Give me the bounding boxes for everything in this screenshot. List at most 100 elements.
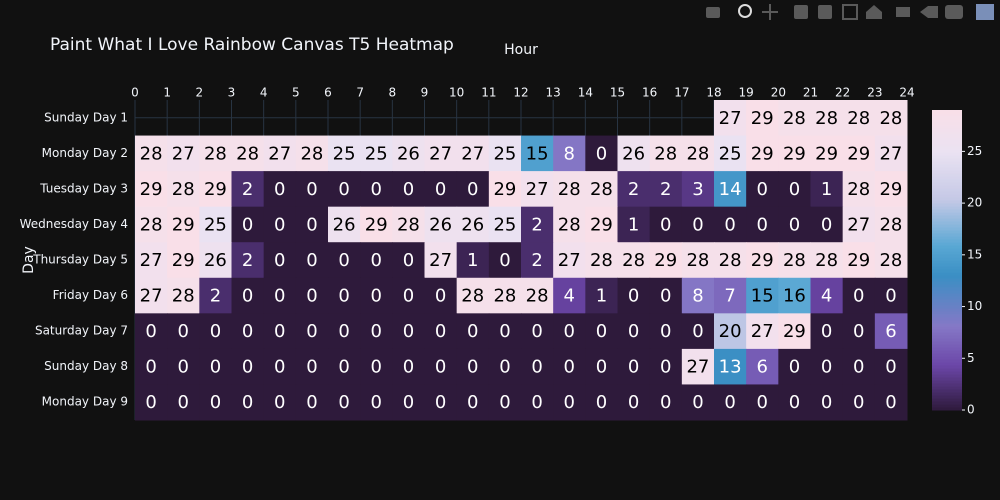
heatmap-cell — [167, 206, 200, 243]
cell-label: 0 — [371, 357, 382, 378]
hover-closest-icon[interactable] — [920, 6, 938, 18]
heatmap-cell — [778, 135, 811, 172]
heatmap-cell — [263, 313, 297, 350]
heatmap-cell — [199, 135, 232, 172]
heatmap-cell — [488, 348, 522, 385]
cell-label: 29 — [172, 214, 195, 235]
colorbar-segment — [932, 170, 962, 174]
modebar[interactable] — [706, 4, 994, 20]
heatmap-cell — [392, 313, 425, 350]
x-tick-label: 11 — [481, 86, 496, 100]
camera-icon[interactable] — [706, 7, 720, 18]
cell-label: 0 — [531, 321, 542, 342]
colorbar-segment — [932, 251, 962, 255]
heatmap-cell — [199, 384, 232, 421]
pan-icon[interactable] — [762, 4, 778, 20]
cell-label: 1 — [467, 250, 478, 271]
cell-label: 26 — [333, 214, 356, 235]
cell-label: 28 — [140, 143, 163, 164]
heatmap-cell — [199, 171, 232, 208]
cell-label: 0 — [274, 392, 285, 413]
cell-label: 25 — [365, 143, 388, 164]
heatmap-cell — [681, 384, 715, 421]
heatmap-cell — [874, 135, 908, 172]
heatmap-cell — [714, 242, 747, 279]
cell-label: 0 — [371, 392, 382, 413]
heatmap-cell — [553, 313, 586, 350]
colorbar-segment — [932, 284, 962, 288]
heatmap-cell — [231, 384, 265, 421]
x-tick-label: 15 — [610, 86, 625, 100]
cell-label: 1 — [628, 214, 639, 235]
heatmap-cell — [746, 384, 779, 421]
cell-label: 13 — [719, 357, 742, 378]
colorbar-segment — [932, 326, 962, 330]
colorbar-segment — [932, 380, 962, 384]
plotly-logo[interactable] — [976, 4, 994, 20]
heatmap-cell — [360, 277, 393, 314]
cell-label: 28 — [815, 108, 838, 129]
spike-icon[interactable] — [896, 7, 910, 17]
cell-label: 0 — [789, 214, 800, 235]
heatmap-cell — [521, 313, 554, 350]
cell-label: 27 — [751, 321, 774, 342]
hover-compare-icon[interactable] — [945, 5, 963, 19]
cell-label: 0 — [885, 286, 896, 307]
heatmap-cell — [392, 277, 425, 314]
zoom-icon[interactable] — [738, 4, 752, 18]
heatmap-cell — [649, 313, 683, 350]
heatmap-cell — [746, 100, 779, 137]
zoom-out-icon[interactable] — [818, 5, 832, 19]
cell-label: 0 — [628, 321, 639, 342]
heatmap-cell — [521, 384, 554, 421]
heatmap-cell — [263, 348, 297, 385]
colorbar-segment — [932, 404, 962, 408]
x-tick-label: 14 — [578, 86, 593, 100]
cell-label: 27 — [140, 250, 163, 271]
colorbar-segment — [932, 266, 962, 270]
colorbar-segment — [932, 344, 962, 348]
cell-label: 0 — [596, 357, 607, 378]
heatmap-cell — [231, 313, 265, 350]
heatmap-cell — [231, 277, 265, 314]
heatmap-cell — [778, 384, 811, 421]
cell-label: 28 — [526, 286, 549, 307]
cell-label: 0 — [435, 321, 446, 342]
cell-label: 0 — [242, 357, 253, 378]
cell-label: 0 — [403, 392, 414, 413]
autoscale-icon[interactable] — [842, 4, 858, 20]
heatmap-cell — [649, 206, 683, 243]
cell-label: 0 — [660, 214, 671, 235]
colorbar-segment — [932, 146, 962, 150]
cell-label: 0 — [435, 286, 446, 307]
colorbar-segment — [932, 302, 962, 306]
zoom-in-icon[interactable] — [794, 5, 808, 19]
cell-label: 1 — [821, 179, 832, 200]
cell-label: 0 — [499, 392, 510, 413]
heatmap-cell — [585, 242, 618, 279]
cell-label: 0 — [467, 321, 478, 342]
cell-label: 29 — [654, 250, 677, 271]
heatmap-cell — [714, 135, 747, 172]
colorbar-segment — [932, 374, 962, 378]
cell-label: 0 — [789, 357, 800, 378]
heatmap-cell — [328, 206, 361, 243]
cell-label: 2 — [531, 250, 542, 271]
heatmap-cell — [231, 206, 265, 243]
cell-label: 27 — [526, 179, 549, 200]
heatmap-cell — [617, 313, 651, 350]
cell-label: 0 — [338, 392, 349, 413]
colorbar-segment — [932, 194, 962, 198]
colorbar-segment — [932, 134, 962, 138]
heatmap-cell — [810, 171, 844, 208]
heatmap-cell — [456, 135, 490, 172]
cell-label: 28 — [622, 250, 645, 271]
cell-label: 29 — [751, 250, 774, 271]
colorbar-segment — [932, 152, 962, 156]
colorbar-segment — [932, 305, 962, 309]
home-icon[interactable] — [866, 5, 882, 19]
heatmap-cell — [521, 206, 554, 243]
heatmap-cell — [617, 206, 651, 243]
heatmap-cell — [167, 171, 200, 208]
heatmap-cell — [746, 313, 779, 350]
